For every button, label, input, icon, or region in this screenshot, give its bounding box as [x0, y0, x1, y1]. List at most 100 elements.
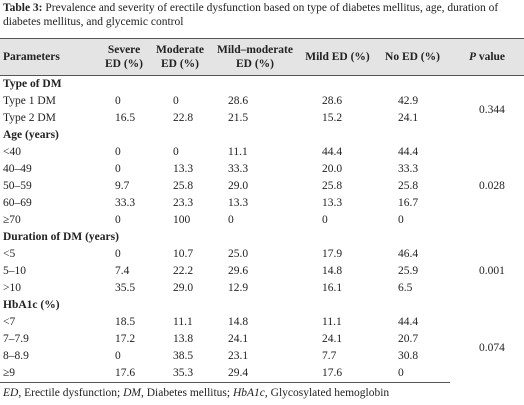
value-cell: 44.4	[398, 316, 419, 328]
data-row: >10 35.5 29.0 12.9 16.1 6.5	[0, 280, 524, 297]
data-table: Parameters Severe ED (%) Moderate ED (%) Mi…	[0, 38, 524, 383]
section-row: Type of DM	[0, 76, 524, 94]
section-row: Duration of DM (years)	[0, 229, 524, 246]
row-label: <7	[3, 316, 16, 328]
row-label: >10	[3, 282, 21, 294]
row-label: 7–7.9	[3, 333, 29, 345]
data-row: 8–8.9 0 38.5 23.1 7.7 30.8	[0, 348, 524, 365]
section-row: HbA1c (%)	[0, 297, 524, 314]
row-label: 60–69	[3, 197, 32, 209]
value-cell: 20.0	[322, 163, 343, 175]
data-row: Type 1 DM 0 0 28.6 28.6 42.9 0.344	[0, 93, 524, 116]
header-cell: No ED (%)	[375, 38, 450, 76]
footnote: ED, Erectile dysfunction; DM, Diabetes m…	[0, 383, 524, 400]
value-cell: 44.4	[398, 146, 419, 158]
data-row: 50–59 9.7 25.8 29.0 25.8 25.8	[0, 178, 524, 195]
value-cell: 29.0	[173, 282, 194, 294]
section-row: Age (years)	[0, 127, 524, 144]
row-label: 8–8.9	[3, 350, 29, 362]
value-cell: 0	[322, 214, 328, 226]
data-row: 7–7.9 17.2 13.8 24.1 24.1 20.7	[0, 331, 524, 348]
caption-label: Table 3:	[3, 2, 43, 14]
p-italic: P	[468, 51, 476, 63]
data-row: <5 0 10.7 25.0 17.9 46.4 0.001	[0, 246, 524, 277]
header-cell: Moderate ED (%)	[150, 38, 210, 76]
header-cell: Parameters	[0, 38, 98, 76]
value-cell: 33.3	[398, 163, 419, 175]
row-label: <5	[3, 248, 16, 260]
row-label: Type 2 DM	[3, 112, 56, 124]
value-cell: 16.5	[115, 112, 136, 124]
data-row: 5–10 7.4 22.2 29.6 14.8 25.9	[0, 263, 524, 280]
value-cell: 25.8	[173, 180, 194, 192]
header-cell: P value	[450, 38, 524, 76]
value-cell: 11.1	[228, 146, 248, 158]
value-cell: 14.8	[322, 265, 343, 277]
row-label: ≥70	[3, 214, 21, 226]
value-cell: 15.2	[322, 112, 343, 124]
value-cell: 0	[115, 95, 121, 107]
p-value: 0.028	[479, 180, 505, 192]
footnote-abbr: DM	[123, 387, 141, 399]
value-cell: 11.1	[173, 316, 193, 328]
value-cell: 35.5	[115, 282, 136, 294]
value-cell: 17.6	[300, 365, 375, 383]
value-cell: 0	[115, 350, 121, 362]
value-cell: 25.9	[398, 265, 419, 277]
value-cell: 7.4	[115, 265, 130, 277]
value-cell: 23.1	[228, 350, 249, 362]
value-cell: 0	[375, 365, 450, 383]
data-row: ≥70 0 100 0 0 0	[0, 212, 524, 229]
value-cell: 25.0	[228, 248, 249, 260]
data-row: <7 18.5 11.1 14.8 11.1 44.4 0.074	[0, 314, 524, 354]
caption-text: Prevalence and severity of erectile dysf…	[3, 2, 499, 28]
section-title: Age (years)	[3, 129, 59, 141]
value-cell: 0	[115, 146, 121, 158]
value-cell: 0	[173, 95, 179, 107]
value-cell: 16.1	[322, 282, 343, 294]
caption: Table 3: Prevalence and severity of erec…	[0, 0, 524, 38]
p-value: 0.001	[479, 265, 505, 277]
value-cell: 9.7	[115, 180, 130, 192]
row-label: 40–49	[3, 163, 32, 175]
header-cell: Severe ED (%)	[98, 38, 150, 76]
data-row: 60–69 33.3 23.3 13.3 13.3 16.7	[0, 195, 524, 212]
row-label: 5–10	[3, 265, 26, 277]
value-cell: 7.7	[322, 350, 337, 362]
table-body: Type of DM Type 1 DM 0 0 28.6 28.6 42.9 0.344 Ty…	[0, 76, 524, 383]
value-cell: 0	[398, 214, 404, 226]
value-cell: 29.0	[228, 180, 249, 192]
value-cell: 16.7	[398, 197, 419, 209]
row-label: <40	[3, 146, 21, 158]
value-cell: 22.2	[173, 265, 194, 277]
value-cell: 28.6	[322, 95, 343, 107]
value-cell: 25.8	[398, 180, 419, 192]
value-cell: 23.3	[173, 197, 194, 209]
data-row: 40–49 0 13.3 33.3 20.0 33.3	[0, 161, 524, 178]
value-cell: 44.4	[322, 146, 343, 158]
value-cell: 0	[228, 214, 234, 226]
value-cell: 100	[173, 214, 191, 226]
value-cell: 0	[115, 248, 121, 260]
section-title: Duration of DM (years)	[3, 231, 119, 243]
header-cell: Mild ED (%)	[300, 38, 375, 76]
value-cell: 25.8	[322, 180, 343, 192]
value-cell: 24.1	[228, 333, 249, 345]
header-cell: Mild–moderate ED (%)	[210, 38, 300, 76]
p-value: 0.344	[479, 103, 505, 116]
p-value: 0.074	[479, 341, 505, 354]
row-label: 50–59	[3, 180, 32, 192]
footnote-abbr: ED	[3, 387, 19, 399]
value-cell: 21.5	[228, 112, 249, 124]
value-cell: 17.6	[98, 365, 150, 383]
footnote-def: , Diabetes mellitus;	[140, 387, 233, 399]
value-cell: 33.3	[228, 163, 249, 175]
value-cell: 17.2	[115, 333, 136, 345]
value-cell: 30.8	[398, 350, 419, 362]
value-cell: 12.9	[228, 282, 249, 294]
data-row: Type 2 DM 16.5 22.8 21.5 15.2 24.1	[0, 110, 524, 127]
footnote-def: , Glycosylated hemoglobin	[264, 387, 390, 399]
value-cell: 0	[115, 214, 121, 226]
value-cell: 29.6	[228, 265, 249, 277]
